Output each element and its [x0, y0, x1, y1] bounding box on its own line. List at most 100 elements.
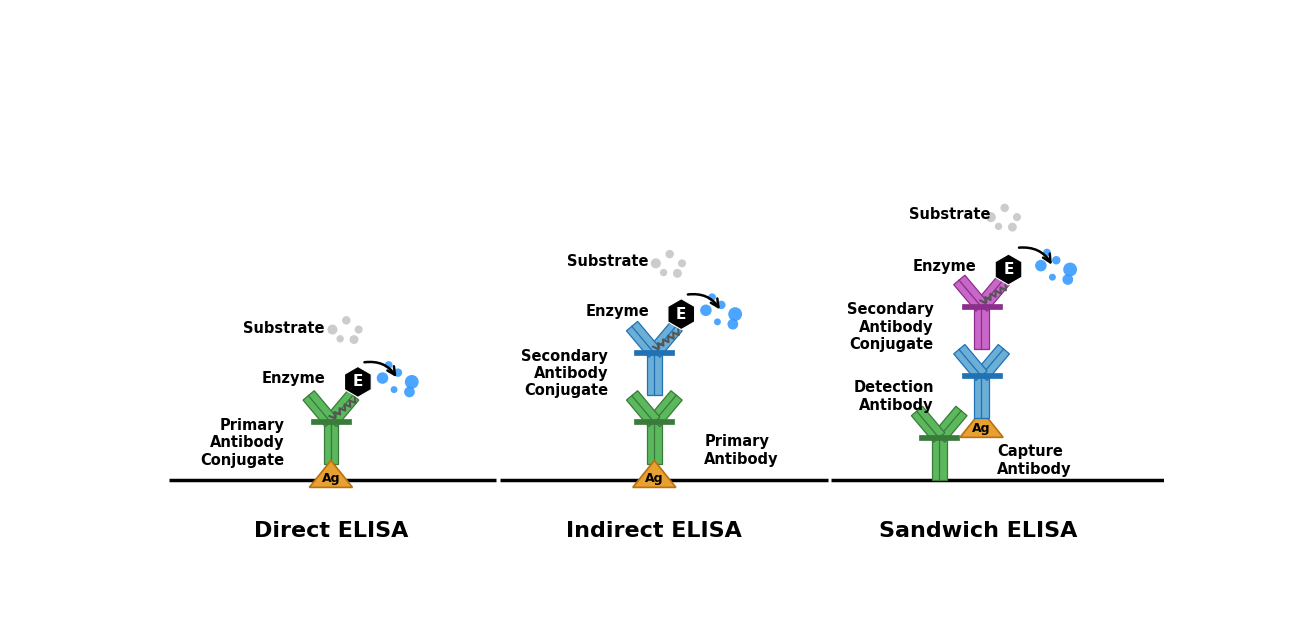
Polygon shape [324, 422, 331, 464]
Text: Capture
Antibody: Capture Antibody [997, 444, 1071, 477]
Polygon shape [960, 410, 1003, 437]
Text: Enzyme: Enzyme [912, 259, 977, 274]
Circle shape [995, 222, 1003, 230]
Polygon shape [917, 406, 944, 438]
Polygon shape [634, 350, 674, 355]
Circle shape [728, 319, 738, 329]
Text: Secondary
Antibody
Conjugate: Secondary Antibody Conjugate [847, 302, 934, 352]
Polygon shape [647, 353, 655, 395]
Polygon shape [345, 367, 371, 398]
Circle shape [1013, 213, 1021, 221]
Circle shape [1043, 249, 1051, 256]
Text: Substrate: Substrate [244, 321, 324, 336]
Polygon shape [912, 411, 939, 442]
Polygon shape [982, 375, 988, 418]
Polygon shape [958, 345, 987, 376]
Polygon shape [310, 461, 353, 488]
Circle shape [1062, 274, 1073, 285]
Circle shape [1064, 263, 1077, 277]
Polygon shape [975, 345, 1004, 376]
Text: Primary
Antibody
Conjugate: Primary Antibody Conjugate [201, 418, 285, 467]
Circle shape [1035, 260, 1047, 272]
Polygon shape [939, 437, 947, 480]
Polygon shape [648, 391, 677, 422]
Polygon shape [934, 406, 962, 438]
Circle shape [405, 375, 419, 389]
Polygon shape [331, 395, 359, 427]
Circle shape [717, 301, 725, 309]
Circle shape [700, 304, 712, 316]
Circle shape [1008, 222, 1017, 232]
Circle shape [342, 316, 350, 324]
Polygon shape [309, 391, 336, 422]
Circle shape [986, 212, 996, 222]
FancyArrowPatch shape [364, 362, 394, 375]
Circle shape [1049, 273, 1056, 280]
Text: Enzyme: Enzyme [585, 304, 648, 319]
Polygon shape [961, 373, 1001, 378]
Polygon shape [933, 437, 939, 480]
Polygon shape [939, 411, 968, 442]
Polygon shape [654, 326, 682, 357]
Polygon shape [974, 306, 982, 349]
Circle shape [385, 361, 393, 369]
FancyArrowPatch shape [1019, 248, 1051, 262]
Text: Substrate: Substrate [909, 207, 991, 222]
Circle shape [728, 307, 742, 321]
Text: Sandwich ELISA: Sandwich ELISA [878, 522, 1077, 541]
Polygon shape [958, 275, 987, 307]
Polygon shape [303, 395, 331, 427]
Text: Ag: Ag [322, 472, 340, 485]
Text: Secondary
Antibody
Conjugate: Secondary Antibody Conjugate [521, 348, 608, 398]
Circle shape [1052, 256, 1061, 265]
Circle shape [1000, 203, 1009, 212]
Text: Enzyme: Enzyme [262, 371, 326, 386]
Circle shape [665, 250, 674, 258]
Circle shape [405, 387, 415, 398]
Polygon shape [626, 395, 655, 427]
Polygon shape [668, 299, 695, 329]
Polygon shape [953, 349, 982, 381]
Polygon shape [311, 420, 351, 425]
Polygon shape [982, 349, 1009, 381]
Text: Substrate: Substrate [567, 255, 648, 269]
Circle shape [708, 294, 716, 301]
Text: Primary
Antibody: Primary Antibody [704, 434, 779, 467]
Polygon shape [648, 321, 677, 353]
Polygon shape [647, 422, 655, 464]
FancyArrowPatch shape [687, 294, 719, 307]
Text: Ag: Ag [645, 472, 664, 485]
Polygon shape [995, 254, 1022, 285]
Circle shape [713, 318, 721, 325]
Circle shape [376, 372, 388, 384]
Polygon shape [920, 435, 960, 440]
Circle shape [678, 260, 686, 267]
Circle shape [673, 269, 682, 278]
Circle shape [390, 386, 397, 393]
Circle shape [651, 258, 661, 268]
Polygon shape [982, 306, 988, 349]
Polygon shape [961, 304, 1001, 309]
Text: Indirect ELISA: Indirect ELISA [567, 522, 742, 541]
Polygon shape [975, 275, 1004, 307]
Circle shape [660, 269, 667, 277]
Circle shape [336, 335, 344, 343]
Circle shape [394, 369, 402, 377]
Polygon shape [331, 422, 339, 464]
Text: Ag: Ag [973, 421, 991, 435]
Text: Direct ELISA: Direct ELISA [254, 522, 409, 541]
Circle shape [327, 324, 337, 335]
Text: E: E [1004, 262, 1014, 277]
Polygon shape [654, 395, 682, 427]
Polygon shape [632, 321, 660, 353]
Polygon shape [654, 353, 661, 395]
Polygon shape [974, 375, 982, 418]
Polygon shape [626, 326, 655, 357]
Polygon shape [632, 391, 660, 422]
Text: E: E [353, 374, 363, 389]
Text: E: E [676, 307, 686, 322]
Polygon shape [326, 391, 354, 422]
Circle shape [350, 335, 358, 344]
Polygon shape [953, 280, 982, 311]
Polygon shape [982, 280, 1009, 311]
